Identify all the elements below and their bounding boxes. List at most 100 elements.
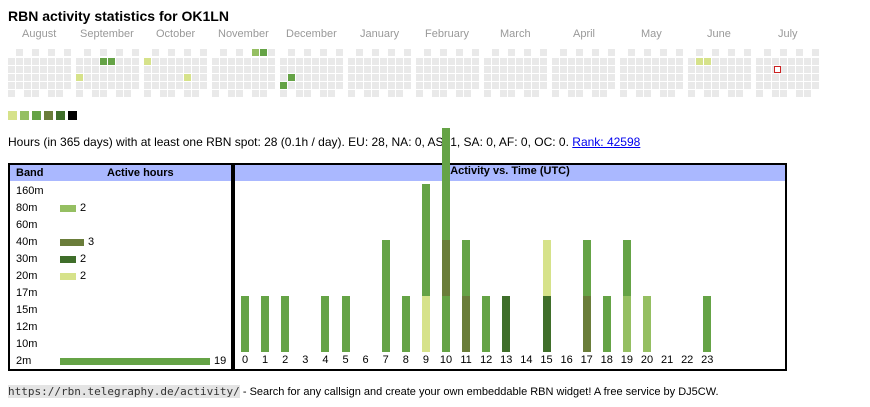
heatmap-cell[interactable] bbox=[212, 74, 219, 81]
heatmap-cell[interactable] bbox=[644, 49, 651, 56]
heatmap-cell[interactable] bbox=[736, 74, 743, 81]
heatmap-cell[interactable] bbox=[736, 82, 743, 89]
heatmap-cell[interactable] bbox=[804, 74, 811, 81]
heatmap-cell[interactable] bbox=[396, 74, 403, 81]
heatmap-cell[interactable] bbox=[440, 49, 447, 56]
heatmap-cell[interactable] bbox=[788, 58, 795, 65]
heatmap-cell[interactable] bbox=[200, 58, 207, 65]
heatmap-cell[interactable] bbox=[244, 58, 251, 65]
heatmap-cell[interactable] bbox=[48, 74, 55, 81]
heatmap-cell[interactable] bbox=[116, 66, 123, 73]
heatmap-cell[interactable] bbox=[744, 74, 751, 81]
heatmap-cell[interactable] bbox=[304, 66, 311, 73]
heatmap-cell[interactable] bbox=[388, 58, 395, 65]
heatmap-cell[interactable] bbox=[268, 74, 275, 81]
heatmap-cell[interactable] bbox=[788, 74, 795, 81]
heatmap-cell[interactable] bbox=[600, 82, 607, 89]
heatmap-cell[interactable] bbox=[812, 82, 819, 89]
heatmap-cell[interactable] bbox=[568, 66, 575, 73]
heatmap-cell[interactable] bbox=[288, 74, 295, 81]
heatmap-cell[interactable] bbox=[48, 49, 55, 56]
heatmap-cell[interactable] bbox=[56, 66, 63, 73]
heatmap-cell[interactable] bbox=[728, 74, 735, 81]
heatmap-cell[interactable] bbox=[328, 82, 335, 89]
heatmap-cell[interactable] bbox=[756, 66, 763, 73]
heatmap-cell[interactable] bbox=[92, 90, 99, 97]
heatmap-cell[interactable] bbox=[252, 58, 259, 65]
heatmap-cell[interactable] bbox=[484, 66, 491, 73]
heatmap-cell[interactable] bbox=[296, 74, 303, 81]
heatmap-cell[interactable] bbox=[796, 58, 803, 65]
heatmap-cell[interactable] bbox=[84, 58, 91, 65]
heatmap-cell[interactable] bbox=[584, 82, 591, 89]
heatmap-cell[interactable] bbox=[532, 90, 539, 97]
heatmap-cell[interactable] bbox=[568, 90, 575, 97]
heatmap-cell[interactable] bbox=[448, 58, 455, 65]
heatmap-cell[interactable] bbox=[220, 58, 227, 65]
heatmap-cell[interactable] bbox=[56, 58, 63, 65]
heatmap-cell[interactable] bbox=[644, 74, 651, 81]
heatmap-cell[interactable] bbox=[608, 58, 615, 65]
heatmap-cell[interactable] bbox=[8, 90, 15, 97]
heatmap-cell[interactable] bbox=[152, 58, 159, 65]
heatmap-cell[interactable] bbox=[336, 49, 343, 56]
heatmap-cell[interactable] bbox=[200, 66, 207, 73]
heatmap-cell[interactable] bbox=[448, 66, 455, 73]
heatmap-cell[interactable] bbox=[192, 82, 199, 89]
heatmap-cell[interactable] bbox=[328, 66, 335, 73]
heatmap-cell[interactable] bbox=[508, 49, 515, 56]
heatmap-cell[interactable] bbox=[320, 82, 327, 89]
heatmap-cell[interactable] bbox=[576, 90, 583, 97]
heatmap-cell[interactable] bbox=[696, 74, 703, 81]
heatmap-cell[interactable] bbox=[764, 66, 771, 73]
heatmap-cell[interactable] bbox=[704, 66, 711, 73]
heatmap-cell[interactable] bbox=[356, 82, 363, 89]
heatmap-cell[interactable] bbox=[532, 82, 539, 89]
heatmap-cell[interactable] bbox=[720, 74, 727, 81]
heatmap-cell[interactable] bbox=[484, 74, 491, 81]
heatmap-cell[interactable] bbox=[312, 82, 319, 89]
heatmap-cell[interactable] bbox=[260, 66, 267, 73]
heatmap-cell[interactable] bbox=[812, 74, 819, 81]
heatmap-cell[interactable] bbox=[744, 49, 751, 56]
heatmap-cell[interactable] bbox=[440, 82, 447, 89]
heatmap-cell[interactable] bbox=[796, 82, 803, 89]
heatmap-cell[interactable] bbox=[696, 82, 703, 89]
heatmap-cell[interactable] bbox=[40, 58, 47, 65]
heatmap-cell[interactable] bbox=[220, 66, 227, 73]
heatmap-cell[interactable] bbox=[540, 74, 547, 81]
heatmap-cell[interactable] bbox=[132, 66, 139, 73]
heatmap-cell[interactable] bbox=[336, 66, 343, 73]
heatmap-cell[interactable] bbox=[472, 66, 479, 73]
heatmap-cell[interactable] bbox=[280, 58, 287, 65]
heatmap-cell[interactable] bbox=[356, 58, 363, 65]
heatmap-cell[interactable] bbox=[124, 66, 131, 73]
heatmap-cell[interactable] bbox=[456, 58, 463, 65]
heatmap-cell[interactable] bbox=[728, 66, 735, 73]
heatmap-cell[interactable] bbox=[608, 74, 615, 81]
heatmap-cell[interactable] bbox=[132, 82, 139, 89]
heatmap-cell[interactable] bbox=[184, 82, 191, 89]
heatmap-cell[interactable] bbox=[76, 74, 83, 81]
heatmap-cell[interactable] bbox=[696, 66, 703, 73]
heatmap-cell[interactable] bbox=[464, 82, 471, 89]
heatmap-cell[interactable] bbox=[160, 82, 167, 89]
heatmap-cell[interactable] bbox=[280, 82, 287, 89]
heatmap-cell[interactable] bbox=[8, 66, 15, 73]
heatmap-cell[interactable] bbox=[92, 82, 99, 89]
heatmap-cell[interactable] bbox=[620, 66, 627, 73]
heatmap-cell[interactable] bbox=[448, 82, 455, 89]
heatmap-cell[interactable] bbox=[688, 82, 695, 89]
heatmap-cell[interactable] bbox=[712, 58, 719, 65]
heatmap-cell[interactable] bbox=[328, 90, 335, 97]
heatmap-cell[interactable] bbox=[804, 58, 811, 65]
heatmap-cell[interactable] bbox=[388, 90, 395, 97]
heatmap-cell[interactable] bbox=[24, 90, 31, 97]
heatmap-cell[interactable] bbox=[200, 82, 207, 89]
heatmap-cell[interactable] bbox=[320, 90, 327, 97]
heatmap-cell[interactable] bbox=[388, 74, 395, 81]
heatmap-cell[interactable] bbox=[484, 58, 491, 65]
heatmap-cell[interactable] bbox=[200, 49, 207, 56]
heatmap-cell[interactable] bbox=[364, 66, 371, 73]
heatmap-cell[interactable] bbox=[348, 58, 355, 65]
